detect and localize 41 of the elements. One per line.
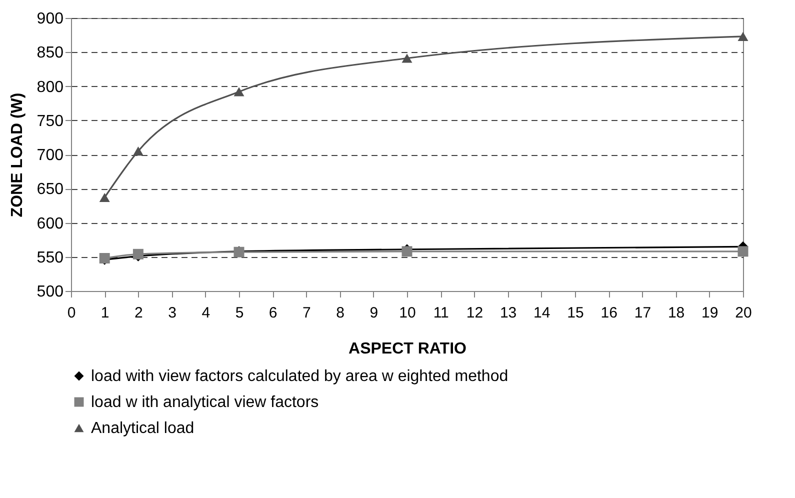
y-tick-label: 650 — [36, 181, 64, 198]
y-tick-label: 500 — [36, 284, 64, 300]
x-tick-label: 15 — [567, 304, 584, 322]
x-tick-label: 18 — [668, 304, 685, 322]
x-tick-label: 13 — [500, 304, 517, 322]
y-axis-title: ZONE LOAD (W) — [8, 92, 26, 218]
y-tick-label: 900 — [36, 10, 64, 28]
point — [738, 32, 748, 41]
x-tick-label: 5 — [235, 304, 244, 322]
legend-label: load w ith analytical view factors — [91, 394, 319, 411]
x-tick-label: 8 — [336, 304, 344, 322]
x-tick-label: 7 — [302, 304, 311, 322]
y-tick-label: 850 — [36, 44, 64, 62]
x-tick-label: 16 — [600, 304, 618, 322]
x-tick-label: 14 — [534, 304, 550, 322]
x-tick-label: 17 — [634, 304, 652, 322]
legend-label: Analytical load — [91, 420, 194, 437]
x-tick-label: 4 — [202, 304, 210, 322]
legend-label: load with view factors calculated by area w eighted method — [91, 368, 508, 385]
x-tick-label: 9 — [370, 304, 378, 322]
x-tick-label: 19 — [702, 304, 718, 322]
x-tick-label: 11 — [433, 304, 449, 322]
x-tick-label: 2 — [134, 304, 143, 322]
y-tick-label: 750 — [36, 112, 64, 130]
y-tick-label: 800 — [36, 78, 64, 96]
x-tick-label: 1 — [100, 304, 110, 322]
x-tick-label: 12 — [466, 304, 484, 322]
y-tick-label: 600 — [36, 215, 64, 232]
point — [99, 192, 110, 202]
y-tick-label: 550 — [36, 249, 64, 266]
point — [738, 246, 748, 257]
x-tick-label: 20 — [735, 304, 752, 322]
x-axis-title: ASPECT RATIO — [348, 340, 466, 358]
point — [402, 54, 412, 63]
point — [132, 146, 144, 156]
y-tick-label: 700 — [36, 147, 64, 164]
x-tick-label: 10 — [399, 304, 416, 322]
x-tick-label: 3 — [168, 304, 176, 322]
x-tick-label: 0 — [67, 304, 76, 322]
point — [234, 87, 244, 96]
x-tick-label: 6 — [268, 304, 278, 322]
